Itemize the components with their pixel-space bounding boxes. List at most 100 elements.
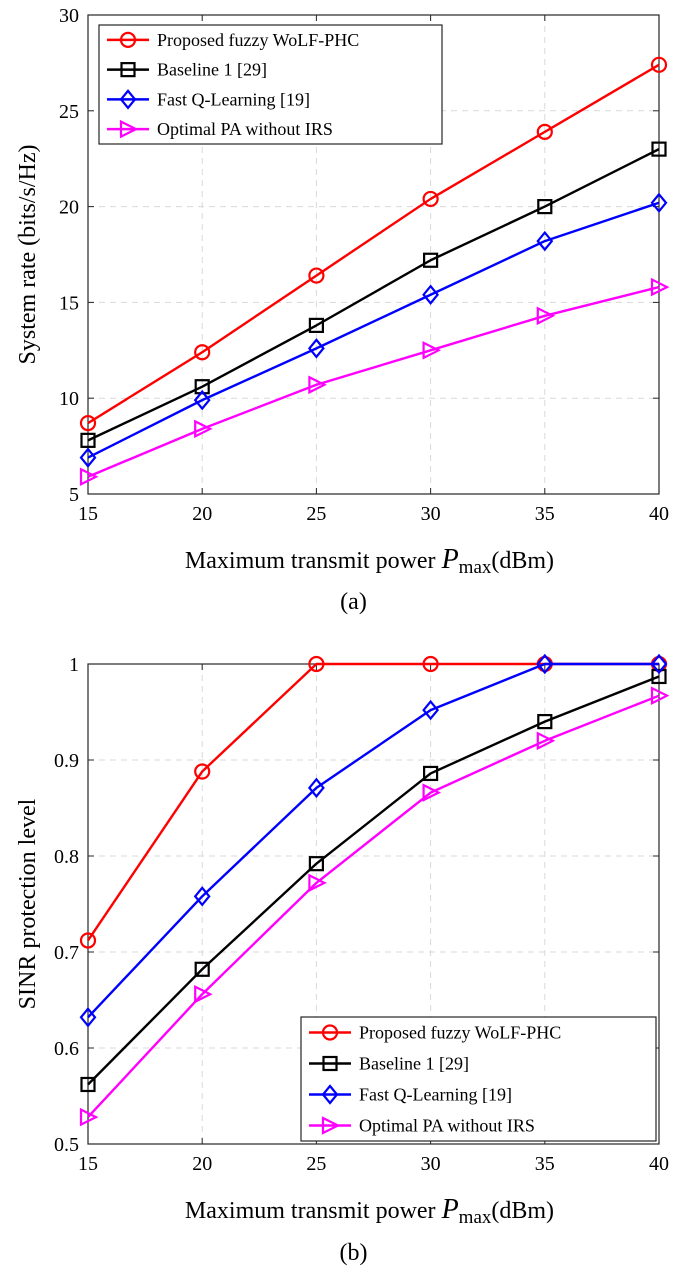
y-tick-label: 10 <box>59 388 79 410</box>
x-axis-label-prefix: Maximum transmit power <box>185 548 442 574</box>
legend-label: Baseline 1 [29] <box>157 60 267 80</box>
legend-marker <box>321 1024 339 1041</box>
data-point <box>422 783 442 802</box>
data-point <box>422 655 439 673</box>
data-point <box>423 765 439 782</box>
chart-a: 15 20 25 30 35 40 5 10 15 20 25 30 System rate (bits… <box>15 5 670 615</box>
chart-caption: (a) <box>340 589 367 615</box>
data-point <box>80 1076 96 1093</box>
chart-caption: (b) <box>340 1240 368 1266</box>
legend-label: Optimal PA without IRS <box>157 119 333 139</box>
x-axis-label: Maximum transmit power Pmax(dBm) <box>185 544 554 578</box>
data-point <box>193 389 211 411</box>
data-point <box>537 713 553 730</box>
series-0 <box>79 56 668 432</box>
data-point <box>422 341 442 360</box>
y-axis-label: SINR protection level <box>15 798 41 1009</box>
data-point <box>194 763 211 780</box>
x-axis-label-unit: (dBm) <box>491 1198 554 1224</box>
x-tick-label: 35 <box>535 503 555 525</box>
legend: Proposed fuzzy WoLF-PHC Baseline 1 [29] Fa… <box>98 24 443 145</box>
legend-box <box>98 24 443 145</box>
data-point <box>650 653 668 675</box>
series-line <box>87 285 660 478</box>
x-tick-label: 15 <box>78 503 98 525</box>
series-2 <box>79 192 668 468</box>
x-tick-label: 35 <box>535 1153 555 1175</box>
x-axis-label-sub: max <box>459 557 492 578</box>
data-point <box>307 338 325 359</box>
x-tick-label: 40 <box>649 503 669 525</box>
y-axis-label: System rate (bits/s/Hz) <box>15 145 41 365</box>
y-tick-label: 25 <box>59 101 79 123</box>
data-point <box>422 190 439 208</box>
legend-box <box>300 1016 657 1142</box>
data-point <box>537 199 553 215</box>
data-point <box>308 873 327 893</box>
data-point <box>536 731 556 751</box>
legend-marker <box>322 1055 338 1072</box>
y-tick-label: 1 <box>69 654 79 676</box>
data-point <box>423 252 439 268</box>
x-tick-label: 25 <box>306 503 326 525</box>
data-point <box>651 668 667 685</box>
data-point <box>307 777 325 799</box>
data-point <box>650 192 668 213</box>
x-tick-label: 20 <box>192 1153 212 1175</box>
x-axis-label-var: P <box>441 1194 459 1225</box>
series-line <box>87 675 660 1086</box>
series-line <box>87 63 660 425</box>
data-point <box>650 277 670 297</box>
legend-label: Proposed fuzzy WoLF-PHC <box>359 1023 561 1043</box>
legend-label: Fast Q-Learning [19] <box>359 1085 512 1105</box>
data-point <box>308 375 327 395</box>
data-point <box>194 419 213 439</box>
series-line <box>87 694 660 1118</box>
series-3 <box>79 686 670 1127</box>
data-point <box>308 267 325 284</box>
data-point <box>651 141 667 157</box>
data-point <box>79 1007 97 1028</box>
x-axis-label-sub: max <box>459 1207 492 1228</box>
y-tick-label: 15 <box>59 292 79 314</box>
data-point <box>536 230 554 252</box>
legend-label: Baseline 1 [29] <box>359 1054 469 1074</box>
legend-marker <box>321 1084 339 1105</box>
y-tick-label: 0.9 <box>54 750 79 772</box>
x-axis-label-prefix: Maximum transmit power <box>185 1198 442 1224</box>
legend-marker <box>119 31 137 48</box>
data-point <box>79 447 97 468</box>
y-tick-label: 0.5 <box>54 1134 79 1156</box>
data-point <box>536 306 556 326</box>
legend: Proposed fuzzy WoLF-PHC Baseline 1 [29] Fa… <box>300 1016 657 1142</box>
series-1 <box>80 668 667 1093</box>
series-2 <box>79 653 668 1028</box>
legend-label: Optimal PA without IRS <box>359 1116 535 1136</box>
legend-label: Proposed fuzzy WoLF-PHC <box>157 30 359 50</box>
data-point <box>194 984 213 1004</box>
data-point <box>422 284 440 305</box>
data-point <box>536 123 553 140</box>
y-tick-label: 5 <box>69 484 79 506</box>
y-tick-label: 0.8 <box>54 846 79 868</box>
data-point <box>194 344 211 361</box>
y-tick-label: 0.7 <box>54 942 79 964</box>
y-tick-label: 0.6 <box>54 1038 79 1060</box>
x-tick-label: 25 <box>306 1153 326 1175</box>
legend-marker <box>120 62 136 78</box>
data-point <box>193 886 211 907</box>
series-3 <box>79 277 670 487</box>
data-point <box>650 686 670 705</box>
x-axis-label-unit: (dBm) <box>491 548 554 574</box>
series-line <box>87 201 660 459</box>
data-point <box>422 699 440 721</box>
data-point <box>79 932 97 949</box>
legend-marker <box>119 119 139 139</box>
data-point <box>536 653 554 675</box>
y-tick-label: 30 <box>59 5 79 27</box>
legend-marker <box>119 89 137 110</box>
data-point <box>79 415 97 432</box>
data-point <box>308 856 324 872</box>
x-axis-label: Maximum transmit power Pmax(dBm) <box>185 1194 554 1228</box>
